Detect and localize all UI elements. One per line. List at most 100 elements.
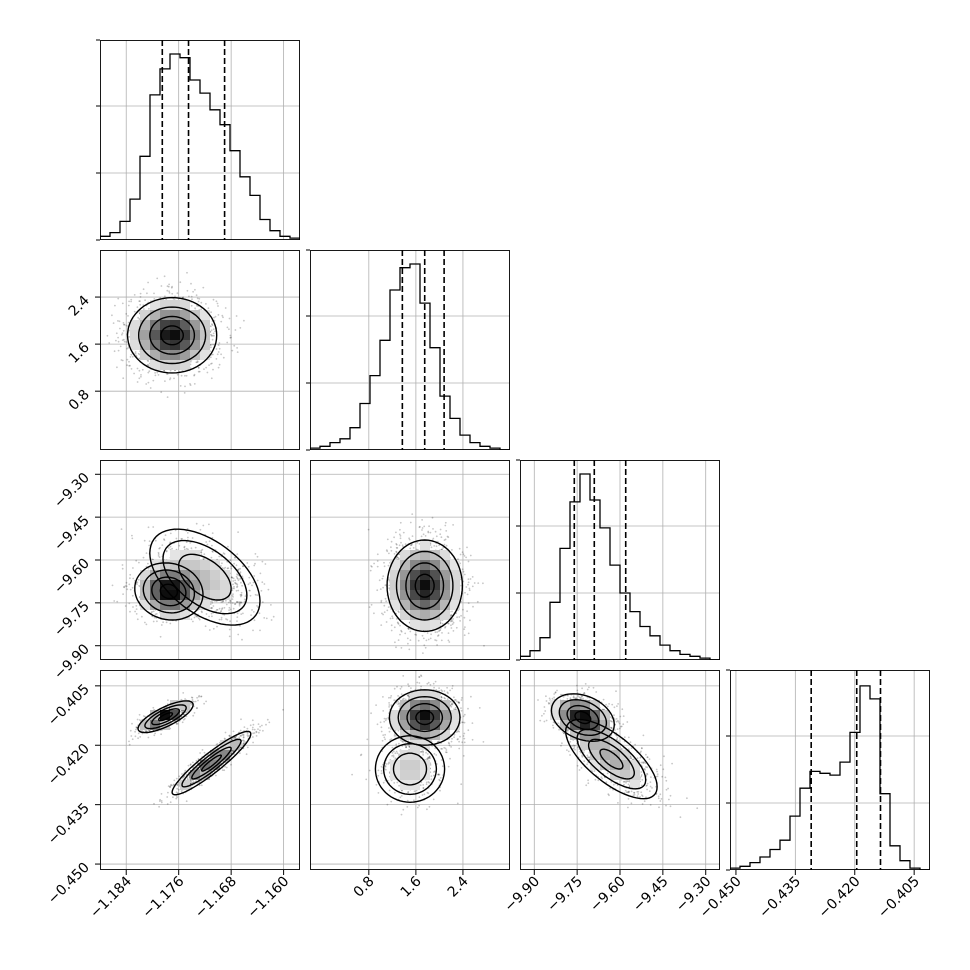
sample-point: [232, 580, 235, 582]
sample-point: [239, 625, 241, 627]
sample-point: [302, 646, 304, 648]
sample-point: [223, 567, 225, 570]
density-cell: [170, 350, 180, 360]
sample-point: [200, 549, 203, 552]
sample-point: [125, 341, 128, 343]
density-cell: [160, 610, 170, 620]
sample-point: [135, 613, 138, 615]
sample-point: [445, 530, 448, 532]
sample-point: [137, 316, 140, 319]
sample-point: [429, 531, 432, 534]
density-cell: [200, 310, 210, 320]
density-cell: [180, 320, 190, 330]
sample-point: [473, 582, 476, 584]
sample-point: [185, 541, 188, 544]
sample-point: [208, 364, 211, 366]
sample-point: [159, 547, 161, 549]
sample-point: [397, 610, 400, 612]
sample-point: [221, 314, 224, 317]
sample-point: [232, 593, 234, 595]
density-cell: [140, 330, 150, 340]
density-cell: [410, 620, 420, 630]
sample-point: [234, 603, 237, 605]
density-cell: [150, 360, 160, 370]
density-cell: [390, 560, 400, 570]
sample-point: [395, 618, 398, 620]
sample-point: [256, 594, 259, 596]
density-cell: [170, 610, 180, 620]
sample-point: [216, 302, 219, 305]
sample-point: [218, 555, 221, 558]
sample-point: [224, 307, 227, 309]
sample-point: [154, 539, 157, 542]
sample-point: [205, 541, 208, 543]
density-cell: [150, 570, 160, 580]
scatter-panel-1-0: [100, 250, 300, 450]
sample-point: [239, 327, 242, 329]
sample-point: [436, 631, 439, 633]
sample-point: [447, 622, 450, 625]
sample-point: [380, 601, 383, 603]
sample-point: [398, 557, 400, 560]
sample-point: [227, 567, 230, 569]
sample-point: [193, 374, 196, 377]
sample-point: [240, 594, 243, 596]
sample-point: [129, 577, 131, 580]
sample-point: [153, 292, 155, 295]
sample-point: [418, 526, 421, 529]
sample-point: [122, 329, 125, 332]
sample-point: [402, 531, 405, 534]
sample-point: [220, 610, 223, 612]
sample-point: [228, 601, 230, 604]
sample-point: [165, 621, 168, 624]
sample-point: [415, 548, 418, 551]
sample-point: [387, 606, 390, 608]
sample-point: [128, 602, 131, 605]
sample-point: [379, 588, 382, 590]
sample-point: [115, 332, 118, 335]
sample-point: [203, 553, 206, 555]
sample-point: [168, 283, 171, 286]
sample-point: [222, 600, 224, 602]
density-cell: [400, 610, 410, 620]
sample-point: [142, 288, 145, 291]
sample-point: [206, 543, 209, 546]
sample-point: [178, 544, 181, 547]
density-cell: [390, 590, 400, 600]
sample-point: [149, 387, 152, 389]
sample-point: [450, 627, 453, 629]
density-cell: [150, 320, 160, 330]
sample-point: [397, 622, 399, 624]
density-cell: [160, 570, 170, 580]
sample-point: [117, 297, 120, 300]
sample-point: [421, 519, 423, 521]
sample-point: [197, 300, 200, 303]
sample-point: [117, 340, 120, 343]
sample-point: [395, 531, 397, 534]
sample-point: [241, 575, 244, 578]
sample-point: [215, 600, 218, 603]
sample-point: [388, 578, 390, 581]
sample-point: [229, 334, 232, 337]
sample-point: [168, 292, 171, 294]
sample-point: [157, 555, 160, 557]
sample-point: [369, 569, 372, 572]
sample-point: [200, 301, 203, 304]
sample-point: [212, 368, 214, 371]
sample-point: [218, 342, 221, 344]
sample-point: [210, 607, 213, 609]
sample-point: [117, 349, 120, 352]
sample-point: [208, 629, 211, 631]
sample-point: [211, 324, 214, 327]
sample-point: [234, 579, 237, 582]
sample-point: [258, 612, 261, 615]
sample-point: [121, 332, 124, 334]
sample-point: [206, 371, 209, 374]
sample-point: [400, 630, 403, 633]
sample-point: [185, 374, 188, 377]
density-cell: [190, 320, 200, 330]
sample-point: [444, 521, 447, 524]
density-cell: [220, 580, 230, 590]
sample-point: [125, 324, 128, 327]
sample-point: [130, 300, 133, 303]
